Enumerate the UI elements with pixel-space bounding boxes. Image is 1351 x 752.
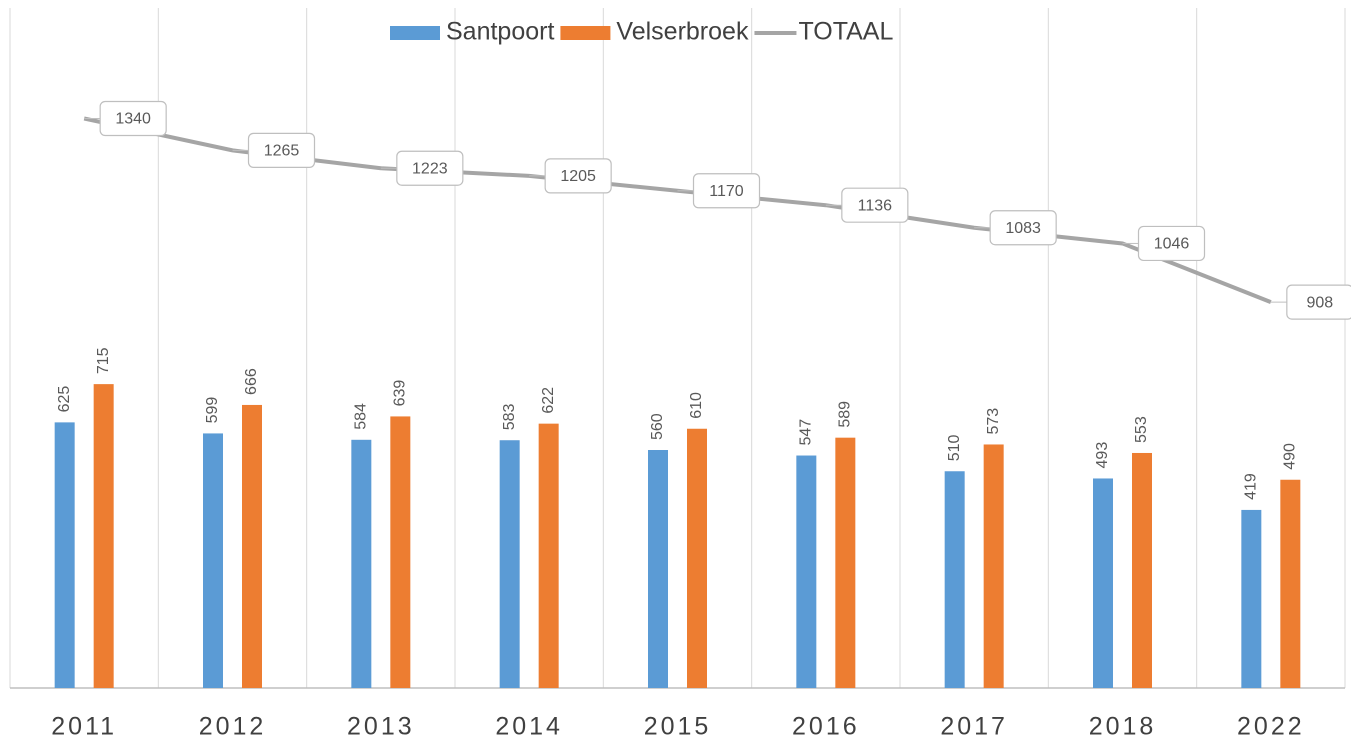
data-label: 1046 [1154,236,1190,253]
bar [983,444,1004,688]
data-label: 1223 [412,160,448,177]
label-box [1286,284,1351,320]
bar [1280,479,1301,688]
data-label: 493 [1094,442,1111,469]
data-label: 573 [985,408,1002,435]
data-label: 553 [1133,416,1150,443]
data-label: 622 [540,387,557,414]
data-label: 610 [688,392,705,419]
bar [499,440,520,688]
data-label: 715 [95,347,112,374]
data-label: 1265 [264,143,300,160]
data-label: 1136 [858,197,893,214]
bar [796,455,817,688]
data-label: 547 [798,419,815,446]
bar [242,404,262,688]
bar [538,423,559,688]
x-tick-label: 2018 [1089,713,1157,741]
data-label: 560 [649,413,666,440]
x-tick-label: 2016 [792,713,860,741]
label-box [396,150,464,186]
legend-label: Santpoort [446,18,554,46]
x-tick-label: 2017 [940,713,1008,741]
bar [54,422,75,688]
label-box [989,210,1057,246]
data-label: 583 [501,403,518,430]
x-tick-label: 2012 [199,713,267,741]
data-label: 1205 [560,168,596,185]
bar [1132,452,1152,688]
data-label: 599 [204,397,221,424]
label-box [544,158,612,194]
x-tick-label: 2014 [495,713,563,741]
data-label: 1170 [709,183,744,200]
data-label: 908 [1306,294,1333,311]
label-box [841,187,909,223]
bar [1241,509,1262,688]
bar [648,450,668,688]
bar [687,428,707,688]
data-label: 639 [392,380,409,407]
x-tick-label: 2015 [644,713,712,741]
x-tick-label: 2022 [1237,713,1305,741]
data-label: 490 [1282,443,1299,470]
legend-swatch [390,26,440,40]
bar [203,433,223,688]
label-box [1137,225,1206,262]
label-box [692,173,761,209]
data-label: 419 [1243,473,1260,500]
legend-label: TOTAAL [798,18,893,46]
legend-swatch [560,26,611,40]
data-label: 510 [946,434,963,461]
label-box [247,132,316,168]
bar [390,416,411,688]
bar [944,471,965,688]
legend-label: Velserbroek [616,18,749,46]
data-label: 625 [56,386,73,413]
bar [835,437,856,688]
data-label: 666 [243,368,260,395]
bar [351,439,372,688]
data-label: 589 [837,401,854,428]
data-label: 1083 [1005,220,1041,237]
data-label: 584 [353,403,370,430]
data-label: 1340 [115,111,151,128]
bar [1093,478,1113,688]
x-tick-label: 2013 [347,713,415,741]
bar [93,384,114,688]
label-box [99,100,167,137]
x-tick-label: 2011 [51,713,117,741]
